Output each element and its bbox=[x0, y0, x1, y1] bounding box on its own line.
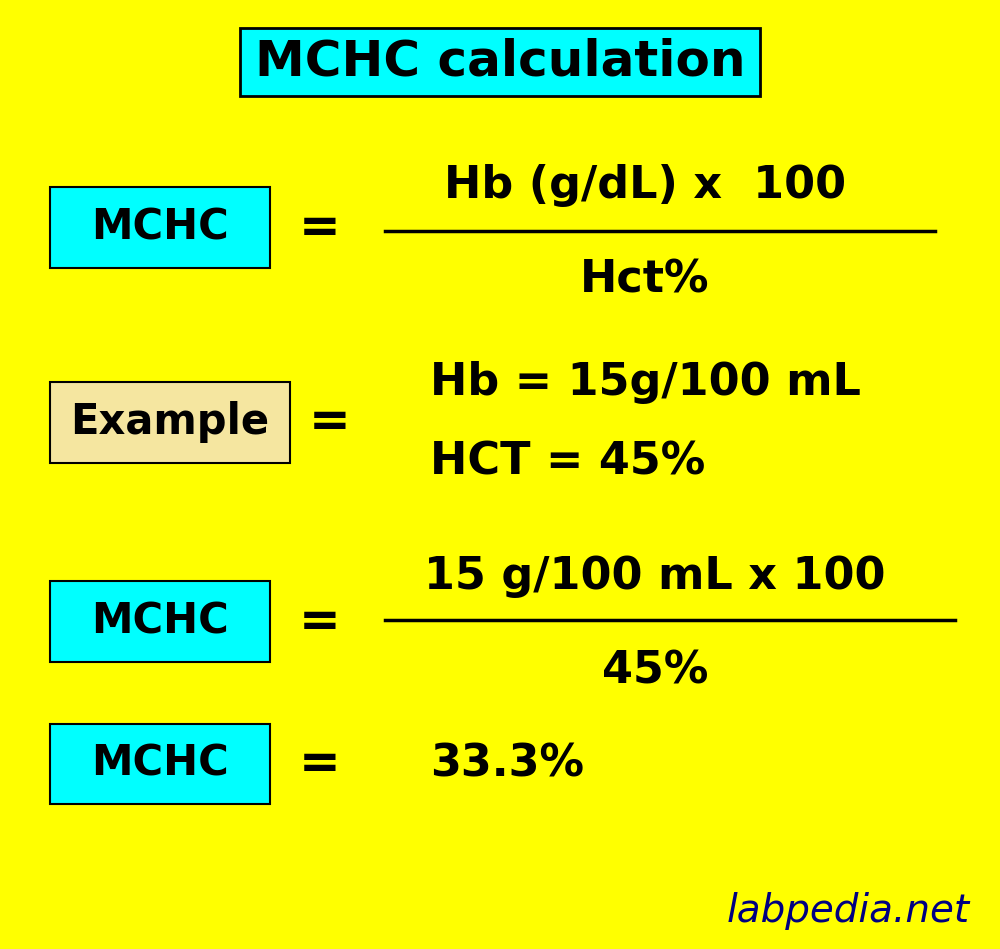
Text: =: = bbox=[309, 399, 351, 446]
Text: MCHC: MCHC bbox=[91, 601, 229, 642]
Text: 33.3%: 33.3% bbox=[430, 742, 584, 786]
Text: =: = bbox=[299, 598, 341, 645]
Text: HCT = 45%: HCT = 45% bbox=[430, 440, 705, 484]
Text: =: = bbox=[299, 740, 341, 788]
Text: MCHC: MCHC bbox=[91, 743, 229, 785]
Text: 45%: 45% bbox=[602, 649, 708, 693]
Text: MCHC: MCHC bbox=[91, 207, 229, 249]
Text: Example: Example bbox=[70, 401, 270, 443]
FancyBboxPatch shape bbox=[50, 188, 270, 268]
FancyBboxPatch shape bbox=[240, 28, 760, 96]
FancyBboxPatch shape bbox=[50, 581, 270, 662]
Text: Hb (g/dL) x  100: Hb (g/dL) x 100 bbox=[444, 163, 846, 207]
Text: 15 g/100 mL x 100: 15 g/100 mL x 100 bbox=[424, 554, 886, 598]
FancyBboxPatch shape bbox=[50, 381, 290, 462]
Text: Hb = 15g/100 mL: Hb = 15g/100 mL bbox=[430, 361, 861, 404]
Text: MCHC calculation: MCHC calculation bbox=[255, 38, 745, 85]
Text: labpedia.net: labpedia.net bbox=[727, 892, 970, 930]
Text: =: = bbox=[299, 204, 341, 251]
FancyBboxPatch shape bbox=[50, 724, 270, 805]
Text: Hct%: Hct% bbox=[580, 258, 710, 302]
